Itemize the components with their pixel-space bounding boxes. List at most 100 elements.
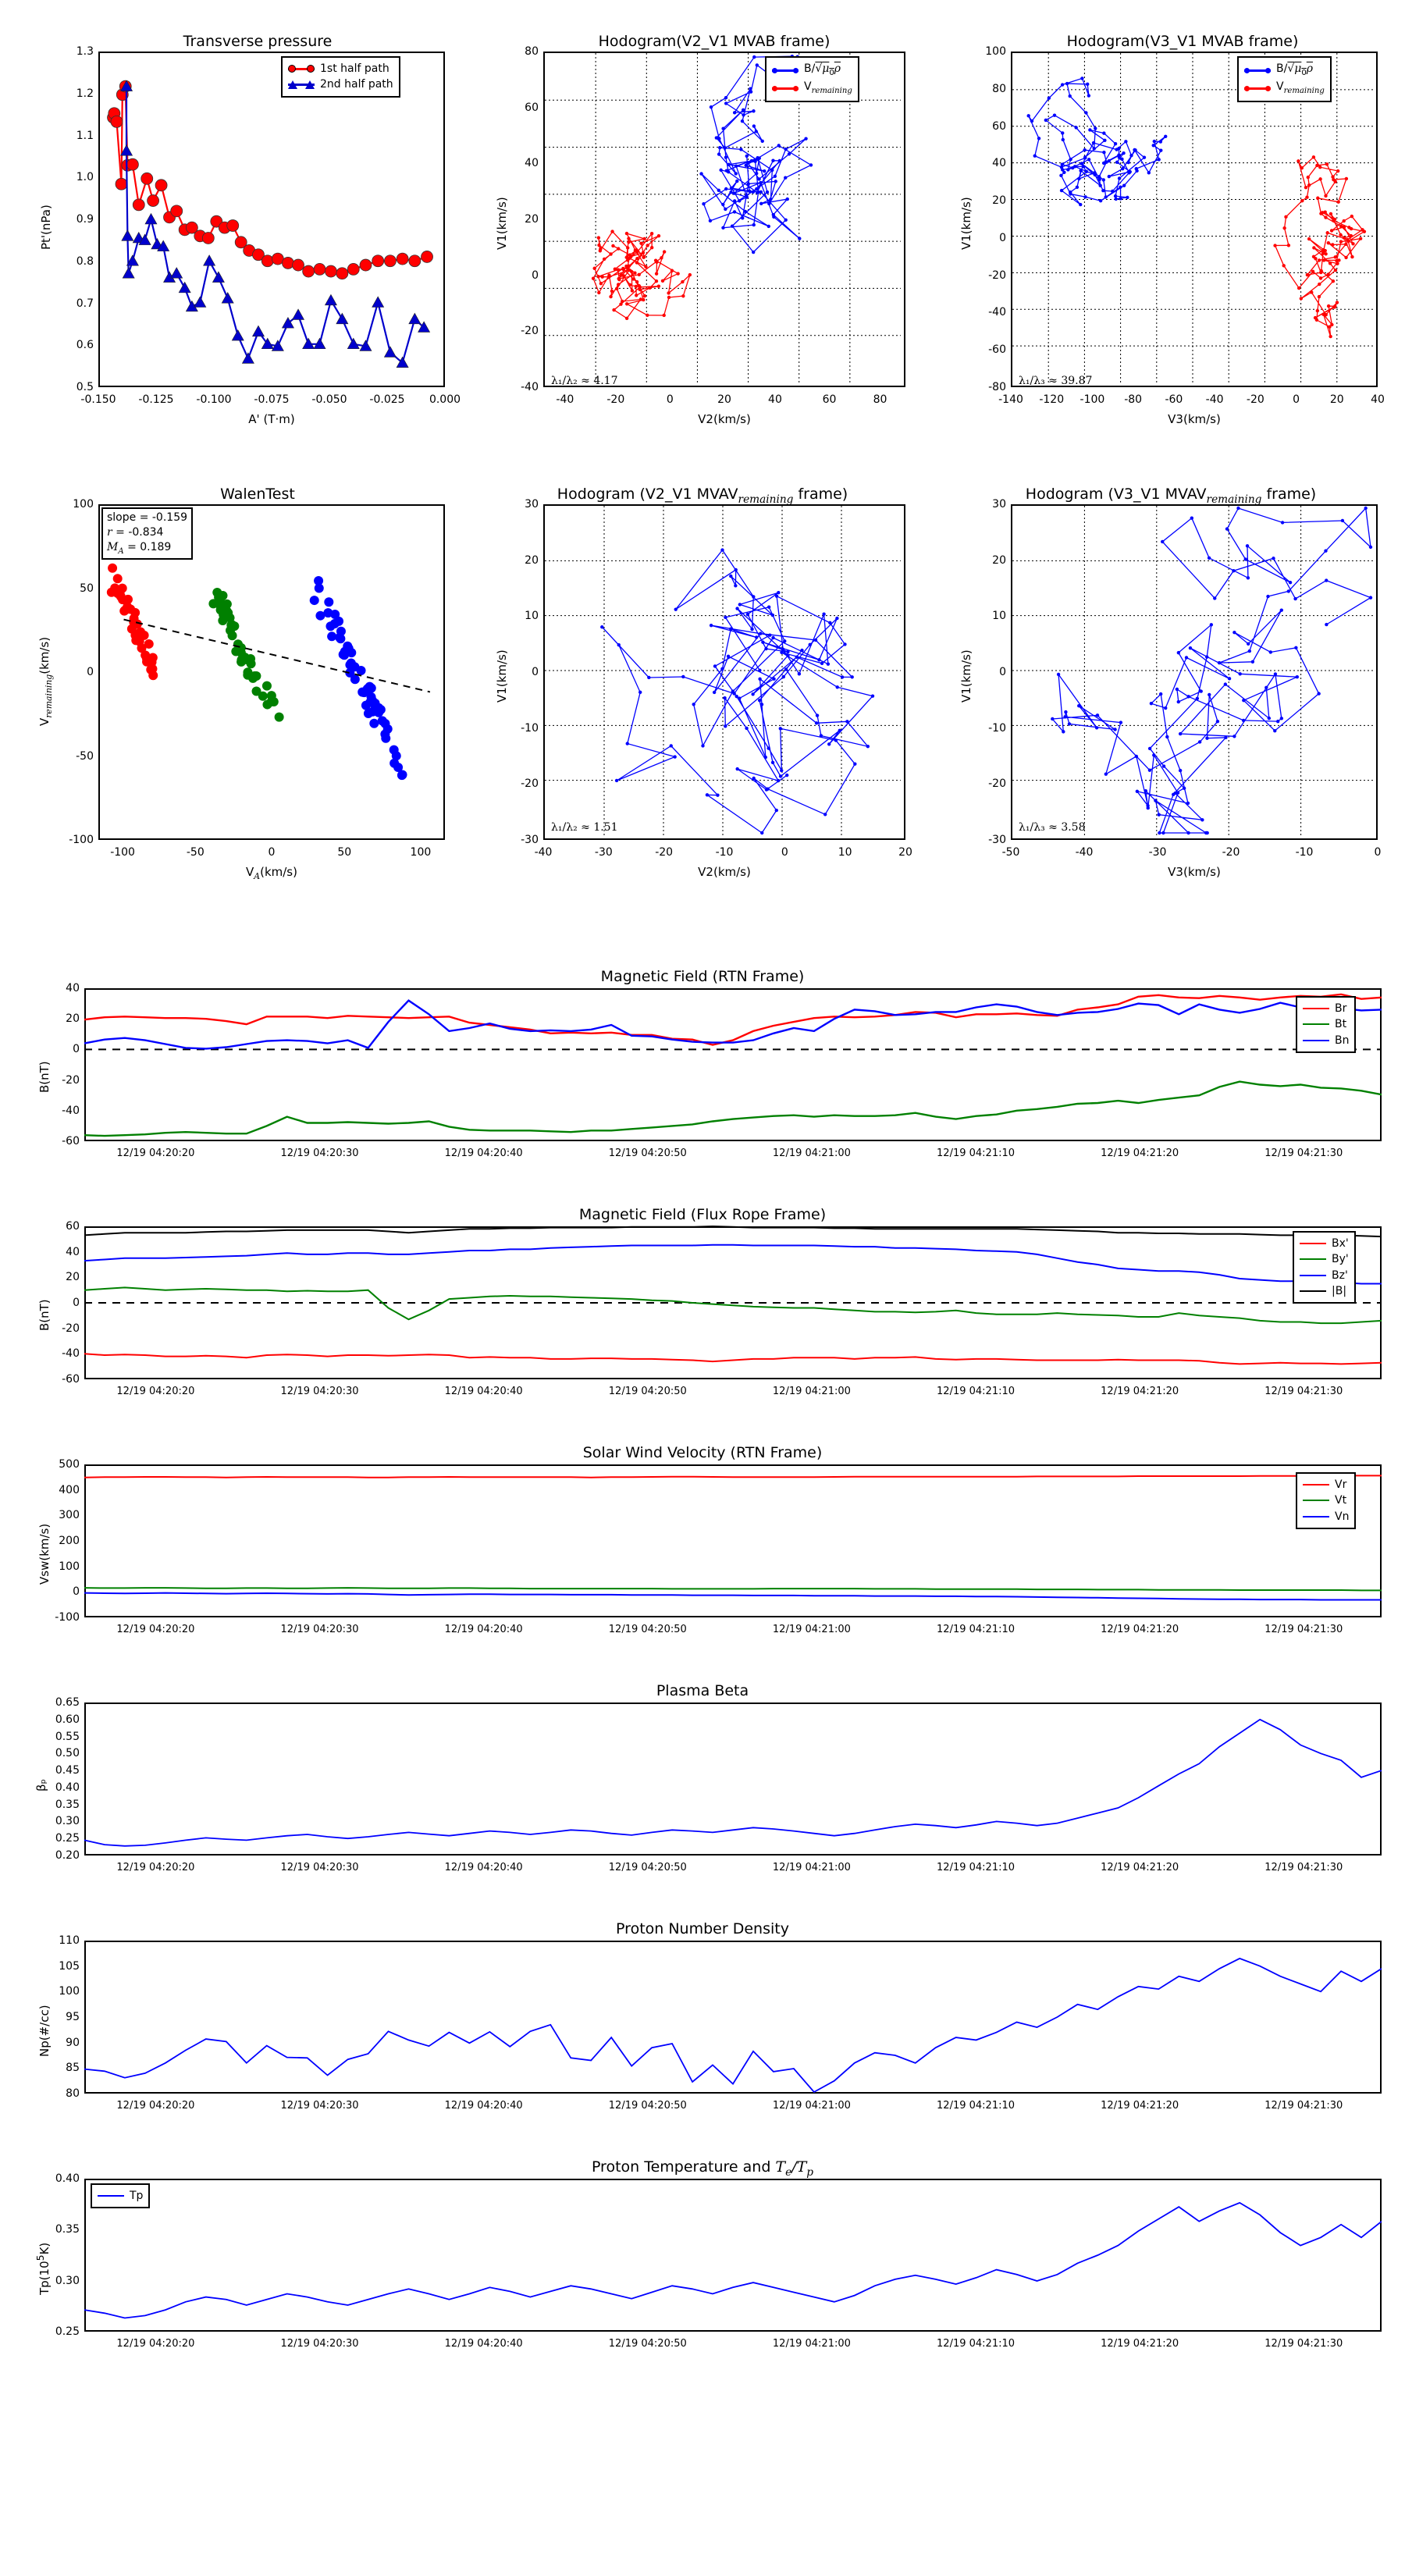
panel-title: Hodogram (V2_V1 MVAVremaining frame) bbox=[557, 486, 848, 506]
eigenvalue-ratio-annotation: λ₁/λ₃ ≈ 39.87 bbox=[1019, 375, 1093, 387]
legend-label: B/√μ0ρ bbox=[1276, 62, 1314, 77]
legend-item: Bx' bbox=[1300, 1236, 1349, 1251]
line-swatch-icon bbox=[1303, 1004, 1329, 1013]
x-tick-label: 12/19 04:21:30 bbox=[1264, 1862, 1343, 1873]
x-tick-label: 12/19 04:21:30 bbox=[1264, 1147, 1343, 1159]
y-tick-label: 0.55 bbox=[55, 1730, 80, 1743]
y-tick-label: -20 bbox=[521, 325, 539, 338]
legend-item: Bz' bbox=[1300, 1268, 1349, 1283]
eigenvalue-ratio-annotation: λ₁/λ₂ ≈ 4.17 bbox=[551, 375, 618, 387]
y-tick-label: 40 bbox=[66, 982, 80, 994]
x-tick-label: -40 bbox=[1205, 393, 1224, 406]
x-tick-label: 12/19 04:20:40 bbox=[444, 1862, 523, 1873]
x-tick-label: 12/19 04:20:40 bbox=[444, 2338, 523, 2350]
panel-proton-temperature: Proton Temperature and Te/Tp Tp(105K) 0.… bbox=[23, 2158, 1382, 2381]
stat-slope: slope = -0.159 bbox=[107, 511, 188, 524]
x-tick-label: 12/19 04:21:20 bbox=[1101, 2100, 1179, 2112]
x-axis-label: V3(km/s) bbox=[1168, 412, 1221, 426]
y-tick-label: 0.35 bbox=[55, 2223, 80, 2236]
line-swatch-icon bbox=[772, 66, 799, 75]
plot-area bbox=[543, 504, 905, 840]
y-tick-label: 0.65 bbox=[55, 1696, 80, 1709]
y-tick-label: 60 bbox=[525, 101, 539, 114]
x-tick-label: 0 bbox=[781, 846, 788, 859]
panel-title: Hodogram(V3_V1 MVAB frame) bbox=[1066, 33, 1299, 50]
y-tick-label: 0.8 bbox=[76, 254, 94, 268]
line-swatch-icon bbox=[1244, 84, 1271, 93]
x-axis-label: V2(km/s) bbox=[698, 865, 751, 879]
panel-hodogram-v3v1-mvav: Hodogram (V3_V1 MVAVremaining frame) V1(… bbox=[948, 468, 1385, 890]
y-tick-label: -40 bbox=[521, 381, 539, 393]
legend-label: Tp bbox=[130, 2190, 144, 2202]
legend-label: Bz' bbox=[1332, 1268, 1348, 1282]
legend-label: |B| bbox=[1332, 1284, 1347, 1297]
legend-label: Vremaining bbox=[1276, 80, 1325, 96]
y-tick-label: 0.20 bbox=[55, 1849, 80, 1862]
legend-item: Bn bbox=[1303, 1033, 1349, 1048]
legend-label: Bx' bbox=[1332, 1237, 1349, 1250]
x-tick-label: 12/19 04:21:30 bbox=[1264, 1624, 1343, 1635]
legend-proton-temperature: Tp bbox=[91, 2183, 151, 2209]
panel-title: Proton Temperature and Te/Tp bbox=[591, 2158, 814, 2179]
legend-mag-rtn: Br Bt Bn bbox=[1296, 996, 1357, 1053]
y-tick-label: 95 bbox=[66, 2011, 80, 2023]
x-tick-label: 12/19 04:21:10 bbox=[937, 2100, 1016, 2112]
x-tick-label: 12/19 04:20:20 bbox=[116, 2338, 195, 2350]
y-tick-label: 0.50 bbox=[55, 1747, 80, 1760]
triangle-marker-icon bbox=[288, 80, 315, 90]
x-tick-label: 12/19 04:20:30 bbox=[280, 1147, 359, 1159]
x-tick-label: -10 bbox=[1295, 846, 1314, 859]
y-tick-label: -60 bbox=[62, 1373, 80, 1386]
legend-item: B/√μ0ρ bbox=[772, 61, 852, 79]
panel-transverse-pressure: Transverse pressure Pt'(nPa) A' (T·m) 0.… bbox=[23, 16, 461, 437]
x-tick-label: 12/19 04:21:00 bbox=[772, 1862, 851, 1873]
y-tick-label: 0.30 bbox=[55, 1815, 80, 1828]
x-tick-label: -0.025 bbox=[369, 393, 405, 406]
x-tick-label: 20 bbox=[1329, 393, 1344, 406]
legend-label: 1st half path bbox=[320, 62, 389, 75]
y-tick-label: 0 bbox=[999, 666, 1006, 678]
y-tick-label: -80 bbox=[988, 381, 1006, 393]
y-tick-label: 50 bbox=[80, 582, 94, 595]
panel-title: WalenTest bbox=[220, 486, 295, 503]
x-tick-label: 12/19 04:21:30 bbox=[1264, 1386, 1343, 1397]
x-tick-label: 12/19 04:20:50 bbox=[608, 1624, 687, 1635]
x-tick-label: 50 bbox=[337, 846, 352, 859]
x-tick-label: 12/19 04:20:50 bbox=[608, 1386, 687, 1397]
y-tick-label: 60 bbox=[992, 119, 1006, 133]
y-tick-label: 40 bbox=[992, 157, 1006, 170]
y-tick-label: -100 bbox=[55, 1611, 80, 1624]
y-tick-label: -30 bbox=[988, 834, 1006, 846]
legend-item: 2nd half path bbox=[288, 76, 393, 92]
legend-label: Vn bbox=[1335, 1510, 1350, 1523]
legend-label: By' bbox=[1332, 1253, 1349, 1266]
y-tick-label: 1.0 bbox=[76, 171, 94, 184]
plot-area bbox=[84, 1464, 1382, 1617]
y-tick-label: 85 bbox=[66, 2062, 80, 2075]
panel-title: Magnetic Field (Flux Rope Frame) bbox=[578, 1206, 827, 1223]
x-tick-label: 12/19 04:20:20 bbox=[116, 1624, 195, 1635]
legend-item: B/√μ0ρ bbox=[1244, 61, 1325, 79]
y-tick-label: -50 bbox=[76, 749, 94, 763]
y-tick-label: 20 bbox=[525, 213, 539, 226]
y-tick-label: 30 bbox=[525, 498, 539, 511]
x-tick-label: -20 bbox=[606, 393, 625, 406]
y-tick-label: 0 bbox=[73, 1043, 80, 1056]
circle-marker-icon bbox=[288, 64, 315, 73]
x-tick-label: -50 bbox=[1001, 846, 1020, 859]
x-tick-label: 12/19 04:21:20 bbox=[1101, 2338, 1179, 2350]
x-tick-label: 12/19 04:20:20 bbox=[116, 2100, 195, 2112]
y-tick-label: -20 bbox=[62, 1322, 80, 1335]
x-tick-label: 12/19 04:20:20 bbox=[116, 1386, 195, 1397]
x-tick-label: 12/19 04:20:30 bbox=[280, 2100, 359, 2112]
panel-title: Magnetic Field (RTN Frame) bbox=[600, 968, 805, 985]
x-tick-label: 100 bbox=[410, 846, 432, 859]
legend-transverse-pressure: 1st half path 2nd half path bbox=[281, 56, 400, 98]
y-tick-label: 20 bbox=[66, 1271, 80, 1284]
y-tick-label: 10 bbox=[992, 610, 1006, 623]
y-tick-label: 400 bbox=[59, 1483, 80, 1496]
x-tick-label: 40 bbox=[1371, 393, 1385, 406]
x-tick-label: -0.125 bbox=[138, 393, 174, 406]
y-tick-label: 100 bbox=[59, 1985, 80, 1998]
x-tick-label: -30 bbox=[594, 846, 613, 859]
